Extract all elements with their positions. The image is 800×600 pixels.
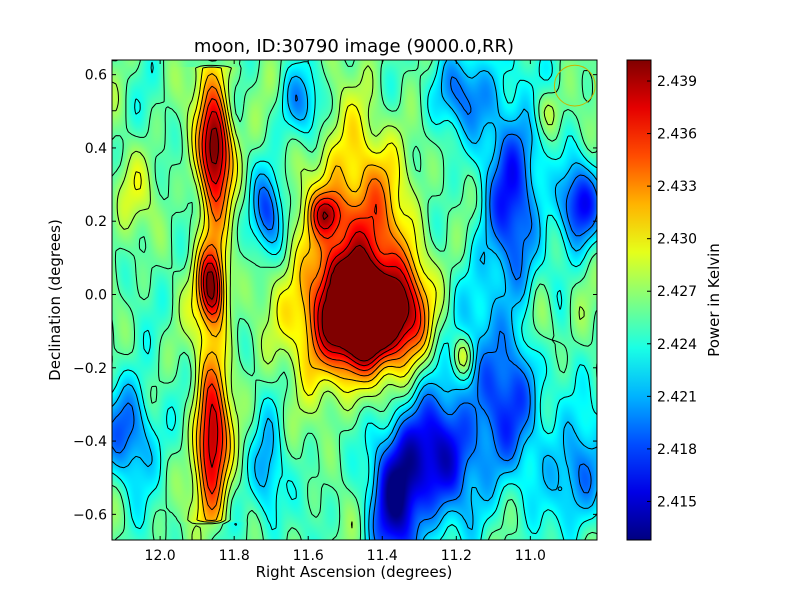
colorbar-label: Power in Kelvin [705,243,723,357]
colorbar-tick-label: 2.415 [657,494,697,510]
y-tick-label: −0.2 [73,361,107,377]
contour-level-7 [195,73,430,521]
colorbar-tick-label: 2.418 [657,442,697,458]
y-tick-label: 0.2 [85,214,107,230]
contour-lines [112,60,597,540]
x-tick-label: 11.8 [219,548,250,564]
x-tick-label: 11.0 [515,548,546,564]
contour-level-8 [198,85,426,511]
heatmap-raster [112,60,597,540]
plot-area [111,59,598,541]
marker-point [557,486,563,492]
contour-level-4 [112,60,597,540]
contour-level-11 [206,127,410,362]
y-tick-label: 0.0 [85,288,107,304]
x-tick-label: 11.6 [293,548,324,564]
x-axis: 12.0 11.8 11.6 11.4 11.2 11.0 [145,60,546,564]
colorbar-tick-label: 2.433 [657,179,697,195]
contour-level-6 [133,66,437,523]
colorbar-tick-label: 2.427 [657,284,697,300]
colorbar-ticks: 2.415 2.418 2.421 2.424 2.427 2.430 2.433 2.436… [647,74,697,510]
contour-level-3 [112,60,597,540]
x-tick-label: 11.4 [367,548,398,564]
plot-frame [111,59,598,541]
contour-level-1 [112,76,597,540]
y-tick-label: −0.4 [73,434,107,450]
colorbar-tick-label: 2.421 [657,389,697,405]
beam-marker-circle [553,64,596,107]
x-tick-label: 11.2 [441,548,472,564]
y-tick-label: 0.4 [85,141,107,157]
colorbar-tick-label: 2.439 [657,74,697,90]
contour-level-2 [112,60,597,540]
colorbar: 2.415 2.418 2.421 2.424 2.427 2.430 2.433 2.436… [626,59,723,541]
y-axis: −0.6 −0.4 −0.2 0.0 0.2 0.4 0.6 [73,68,597,523]
contour-level-9 [200,97,422,495]
x-axis-label: Right Ascension (degrees) [256,563,453,581]
x-tick-label: 12.0 [145,548,176,564]
colorbar-gradient [626,59,652,541]
colorbar-tick-label: 2.430 [657,232,697,248]
contour-level-10 [202,111,417,468]
chart-title: moon, ID:30790 image (9000.0,RR) [194,36,514,57]
y-tick-label: −0.6 [73,507,107,523]
y-tick-label: 0.6 [85,68,107,84]
contour-level-5 [112,64,585,540]
markers [553,64,596,492]
colorbar-tick-label: 2.436 [657,127,697,143]
y-axis-label: Declination (degrees) [46,219,64,381]
colorbar-tick-label: 2.424 [657,337,697,353]
